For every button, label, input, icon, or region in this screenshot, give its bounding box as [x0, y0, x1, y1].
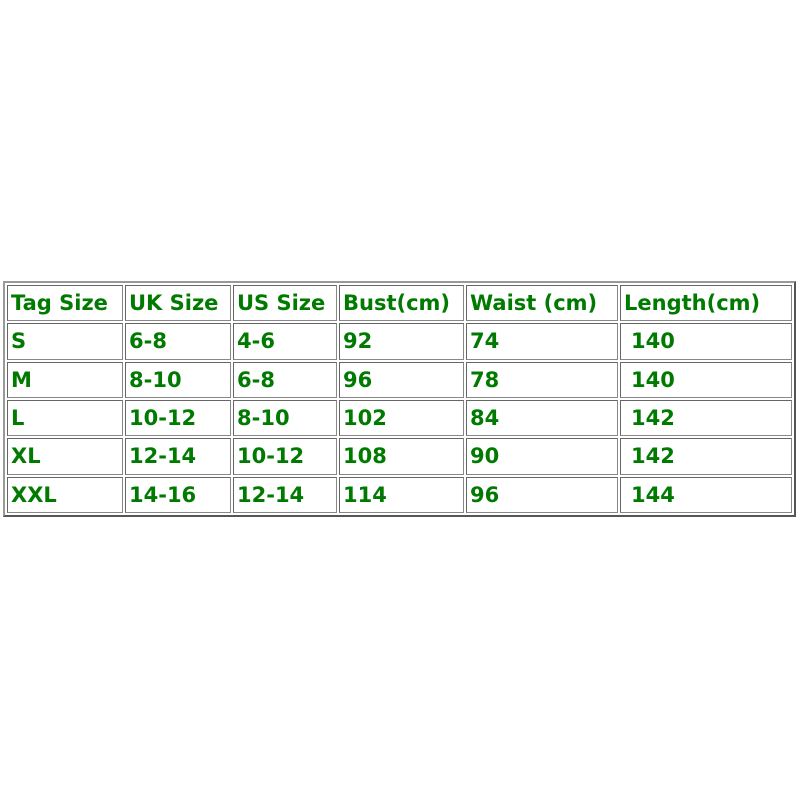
table-cell: 84 [466, 399, 618, 437]
column-header: Waist (cm) [466, 285, 618, 322]
table-cell: 92 [339, 323, 464, 360]
table-cell: 12-14 [125, 438, 231, 475]
table-cell: 90 [466, 438, 618, 475]
table-cell: 140 [620, 323, 792, 360]
table-cell: 78 [466, 361, 618, 398]
table-cell: 96 [466, 476, 618, 513]
table-cell: 10-12 [125, 399, 231, 437]
table-cell: 102 [339, 399, 464, 437]
table-row: XL 12-14 10-12 108 90 142 [7, 438, 792, 475]
column-header: Tag Size [7, 285, 123, 322]
table-cell: 6-8 [233, 361, 337, 398]
table-row: XXL 14-16 12-14 114 96 144 [7, 476, 792, 513]
table-cell: XXL [7, 476, 123, 513]
table-cell: 8-10 [233, 399, 337, 437]
header-row: Tag Size UK Size US Size Bust(cm) Waist (cm)… [7, 285, 792, 322]
table-row: L 10-12 8-10 102 84 142 [7, 399, 792, 437]
table-cell: M [7, 361, 123, 398]
table-row: S 6-8 4-6 92 74 140 [7, 323, 792, 360]
column-header: Bust(cm) [339, 285, 464, 322]
size-chart-table: Tag Size UK Size US Size Bust(cm) Waist (cm)… [3, 281, 796, 517]
column-header: US Size [233, 285, 337, 322]
table-cell: 114 [339, 476, 464, 513]
table-cell: 10-12 [233, 438, 337, 475]
column-header: UK Size [125, 285, 231, 322]
table-cell: 96 [339, 361, 464, 398]
table-cell: 8-10 [125, 361, 231, 398]
table-cell: S [7, 323, 123, 360]
table-cell: 74 [466, 323, 618, 360]
table-cell: 108 [339, 438, 464, 475]
table-cell: 142 [620, 438, 792, 475]
table-cell: 4-6 [233, 323, 337, 360]
table-cell: 12-14 [233, 476, 337, 513]
table-cell: 6-8 [125, 323, 231, 360]
table-cell: 142 [620, 399, 792, 437]
table-cell: 140 [620, 361, 792, 398]
column-header: Length(cm) [620, 285, 792, 322]
table-cell: 14-16 [125, 476, 231, 513]
table-row: M 8-10 6-8 96 78 140 [7, 361, 792, 398]
table-cell: 144 [620, 476, 792, 513]
table-cell: L [7, 399, 123, 437]
table-cell: XL [7, 438, 123, 475]
